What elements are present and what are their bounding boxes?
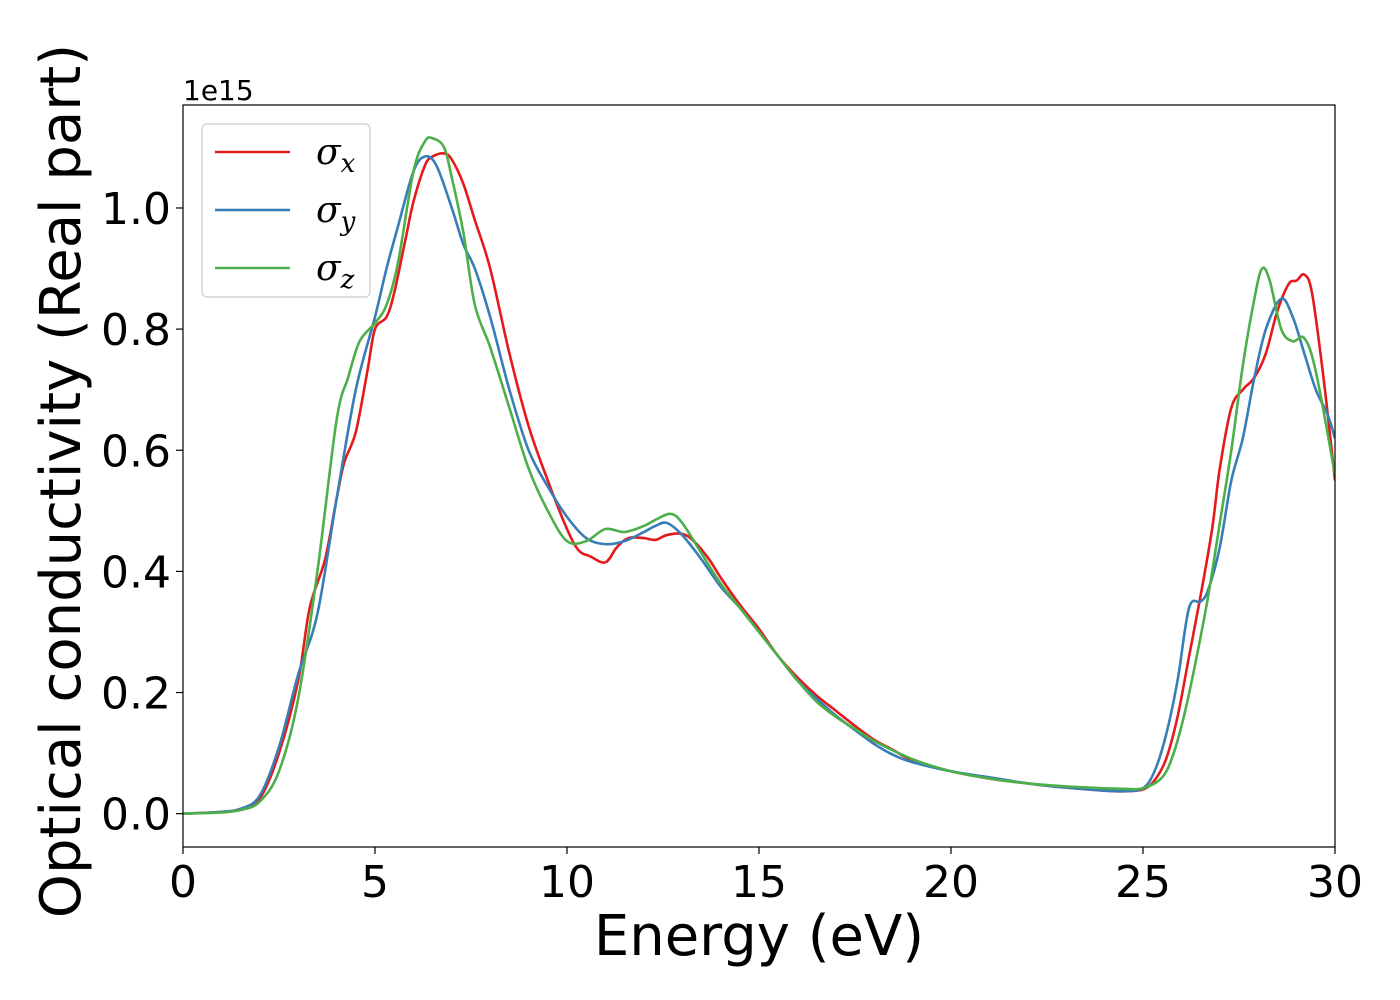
x-tick-label: 30 bbox=[1307, 857, 1363, 908]
x-axis: 0 5 10 15 20 25 30 bbox=[169, 847, 1363, 908]
legend-label-x: σx bbox=[316, 132, 356, 179]
x-tick-label: 0 bbox=[169, 857, 197, 908]
x-tick-label: 25 bbox=[1115, 857, 1171, 908]
y-offset-label: 1e15 bbox=[183, 74, 254, 107]
series-line-z bbox=[183, 136, 1335, 815]
y-axis-title: Optical conductivity (Real part) bbox=[29, 44, 94, 918]
x-tick-label: 15 bbox=[731, 857, 787, 908]
x-tick-label: 20 bbox=[923, 857, 979, 908]
legend-label-y: σy bbox=[316, 190, 356, 237]
y-axis: 0.0 0.2 0.4 0.6 0.8 1.0 bbox=[101, 184, 183, 841]
y-tick-label: 0.2 bbox=[101, 669, 171, 720]
y-tick-label: 1.0 bbox=[101, 184, 171, 235]
x-tick-label: 10 bbox=[539, 857, 595, 908]
legend-label-z: σz bbox=[316, 248, 355, 295]
y-tick-label: 0.4 bbox=[101, 547, 171, 598]
y-tick-label: 0.0 bbox=[101, 790, 171, 841]
x-axis-title: Energy (eV) bbox=[594, 904, 924, 969]
series-layer bbox=[183, 136, 1335, 815]
y-tick-label: 0.6 bbox=[101, 426, 171, 477]
legend: σx σy σz bbox=[201, 123, 371, 298]
x-tick-label: 5 bbox=[361, 857, 389, 908]
y-tick-label: 0.8 bbox=[101, 305, 171, 356]
